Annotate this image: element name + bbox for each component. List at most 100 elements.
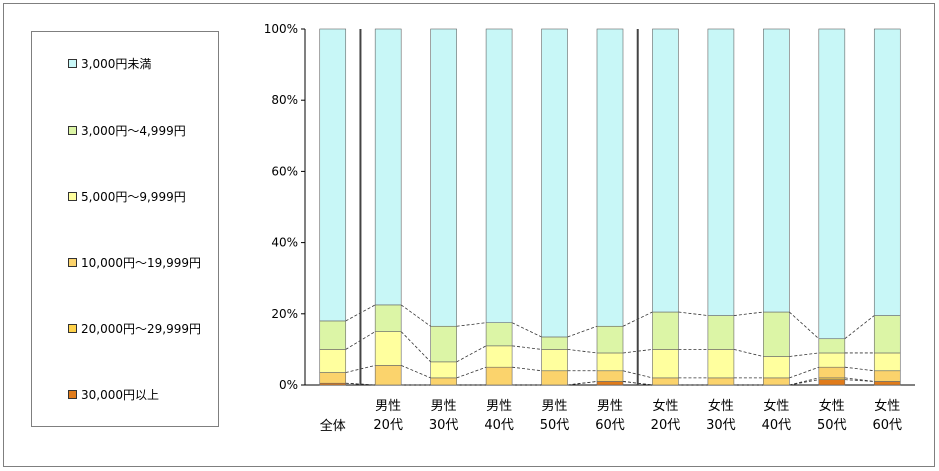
legend-item: 3,000円～4,999円 [68,123,186,138]
bar-segment [541,336,568,350]
category-label: 女性 [874,398,900,414]
category-label: 女性 [708,398,734,414]
series-connector-line [789,352,819,357]
series-connector-line [567,381,598,386]
series-connector-line [844,377,875,382]
legend-label: 30,000円以上 [81,387,159,402]
bar-segment [319,28,347,322]
series-connector-line [401,365,431,379]
category-label: 男性 [431,399,457,414]
series-connector-line [456,345,487,363]
bar-segment [652,311,679,350]
series-connector-line [456,366,487,379]
legend-item: 10,000円～19,999円 [68,255,201,270]
bar-segment [430,28,457,327]
y-tick-label: 0% [279,378,298,392]
category-label: 女性 [652,398,678,414]
bar-segment [596,370,624,382]
series-connector-line [567,349,598,354]
category-label: 60代 [872,418,902,433]
series-connector-line [512,345,542,350]
legend-swatch [68,191,77,201]
bar-segment [485,345,513,368]
bar-segment [430,361,457,379]
bar-segment [707,315,735,350]
series-connector-line [733,349,764,357]
series-connector-line [400,304,431,327]
bar-segment [818,366,846,379]
legend-label: 10,000円～19,999円 [81,255,201,270]
bar-segment [818,28,846,340]
bar-segment [541,349,568,372]
bar-segment [818,338,846,354]
bar-segment [873,352,901,372]
bar-segment [818,379,846,386]
category-label: 20代 [373,418,403,433]
bar-segment [763,377,790,386]
legend-label: 5,000円～9,999円 [81,189,186,204]
bar-segment [374,365,402,386]
category-label: 30代 [429,418,459,433]
bar-segment [596,381,624,386]
bar-segment [652,28,679,313]
bar-segment [652,377,679,386]
series-connector-line [456,322,487,327]
category-label: 60代 [595,418,625,433]
legend-swatch [68,257,77,267]
legend-item: 5,000円～9,999円 [68,189,186,204]
bar-segment [374,331,402,366]
bar-segment [430,377,457,386]
legend-label: 20,000円～29,999円 [81,321,201,336]
bar-segment [763,28,790,313]
series-connector-line [511,322,542,338]
category-label: 女性 [819,398,845,414]
bar-segment [485,322,513,347]
series-connector-line [789,379,819,386]
bar-segment [485,28,513,324]
category-label: 40代 [484,418,514,433]
bar-segment [485,366,513,386]
series-connector-line [733,311,764,316]
legend-swatch [68,58,77,68]
bar-segment [596,352,624,372]
legend-item: 30,000円以上 [68,387,159,402]
bar-segment [707,377,735,386]
y-tick-label: 20% [271,307,298,321]
bar-segment [707,349,735,379]
legend-swatch [68,389,77,399]
legend-swatch [68,323,77,333]
bar-segment [596,28,624,327]
category-label: 30代 [706,418,736,433]
bar-segment [596,325,624,354]
category-label: 男性 [375,399,401,414]
category-label: 20代 [651,418,681,433]
bar-segment [873,370,901,382]
category-label: 40代 [762,418,792,433]
category-label: 50代 [817,418,847,433]
series-connector-line [844,366,875,372]
bar-segment [818,352,846,368]
legend: 3,000円未満 3,000円～4,999円 5,000円～9,999円 10,000… [31,31,219,427]
bar-segment [374,28,402,306]
category-label: 50代 [540,418,570,433]
bar-segment [763,311,790,357]
series-connector-line [789,377,819,386]
bar-segment [707,28,735,316]
y-tick-label: 100% [264,22,298,36]
legend-label: 3,000円未満 [81,56,152,71]
y-tick-label: 40% [271,236,298,250]
category-label: 全体 [320,418,346,434]
bar-segment [541,28,568,338]
bar-segment [763,356,790,379]
series-connector-line [789,366,819,379]
bar-segment [873,315,901,354]
category-label: 男性 [597,399,623,414]
category-label: 男性 [542,399,568,414]
series-connector-line [844,315,875,340]
bar-segment [319,372,347,384]
y-tick-label: 60% [271,164,298,178]
bar-segment [430,325,457,363]
category-label: 女性 [763,398,789,414]
bar-segment [541,370,568,386]
series-connector-line [678,311,708,316]
